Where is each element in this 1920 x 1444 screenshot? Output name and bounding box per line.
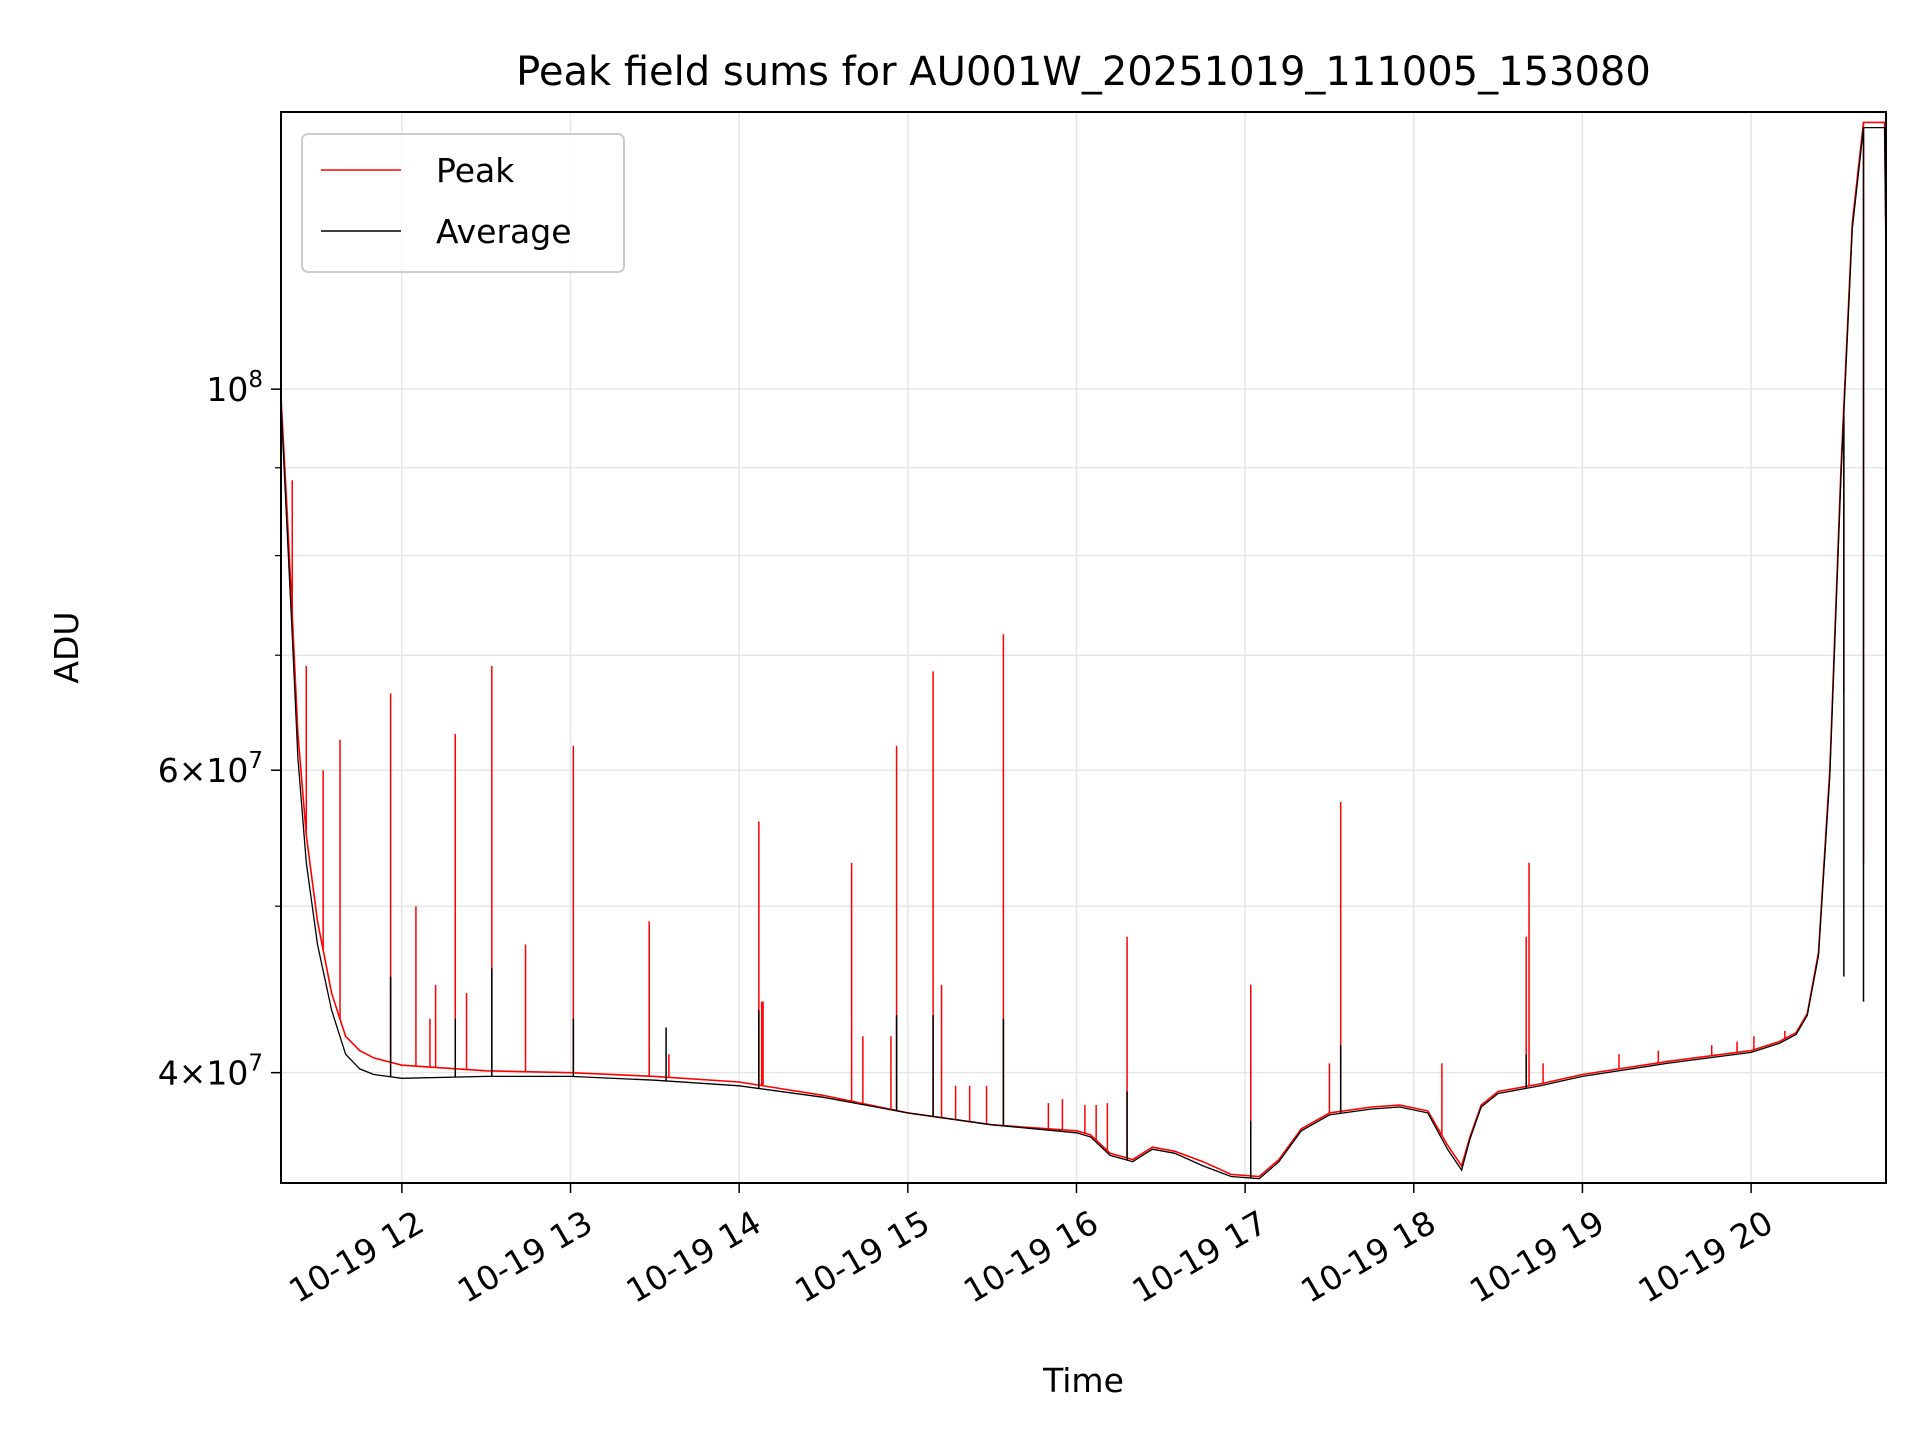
y-tick-label-base: 10: [206, 370, 248, 409]
y-tick-label-exponent: 7: [248, 1051, 263, 1077]
y-tick-label: 108: [206, 367, 263, 409]
series-peak: [280, 121, 1887, 1178]
y-axis-label: ADU: [47, 611, 86, 683]
legend: Peak Average: [301, 133, 625, 273]
grid-layer: [281, 112, 1886, 1183]
y-tick-label: 4×107: [158, 1051, 263, 1093]
y-tick-label-exponent: 7: [248, 748, 263, 774]
average-line: [280, 126, 1887, 1180]
chart-title: Peak field sums for AU001W_20251019_1110…: [516, 49, 1651, 95]
y-tick-label: 6×107: [158, 748, 263, 790]
y-tick-label-exponent: 8: [248, 367, 263, 393]
legend-box: [301, 133, 625, 273]
x-axis-label: Time: [1042, 1361, 1124, 1400]
legend-label-peak: Peak: [436, 151, 515, 190]
y-tick-label-base: 4×10: [158, 1054, 249, 1093]
plot-frame: [280, 111, 1887, 1184]
y-tick-label-base: 6×10: [158, 751, 249, 790]
legend-label-average: Average: [436, 212, 572, 251]
